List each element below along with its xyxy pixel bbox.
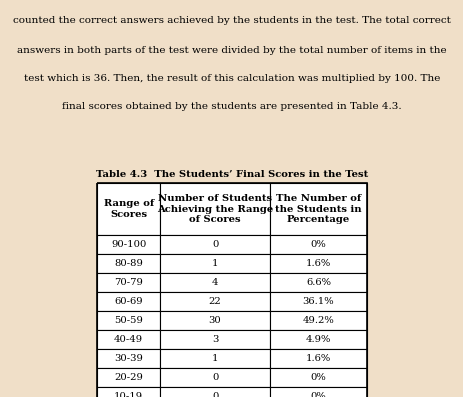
- Bar: [269, 183, 366, 235]
- Text: 0: 0: [212, 240, 218, 249]
- Text: counted the correct answers achieved by the students in the test. The total corr: counted the correct answers achieved by …: [13, 16, 450, 25]
- Text: 1: 1: [212, 354, 218, 363]
- Text: 70-79: 70-79: [114, 278, 143, 287]
- Bar: [97, 311, 160, 330]
- Text: 0%: 0%: [310, 240, 325, 249]
- Text: 3: 3: [212, 335, 218, 344]
- Text: 4.9%: 4.9%: [305, 335, 331, 344]
- Text: 30: 30: [208, 316, 221, 325]
- Text: 30-39: 30-39: [114, 354, 143, 363]
- Bar: [97, 273, 160, 292]
- Bar: [160, 349, 269, 368]
- Text: 36.1%: 36.1%: [302, 297, 333, 306]
- Bar: [160, 311, 269, 330]
- Text: 40-49: 40-49: [114, 335, 143, 344]
- Bar: [269, 235, 366, 254]
- Text: 6.6%: 6.6%: [305, 278, 330, 287]
- Text: 90-100: 90-100: [111, 240, 146, 249]
- Text: 50-59: 50-59: [114, 316, 143, 325]
- Text: 20-29: 20-29: [114, 373, 143, 382]
- Bar: [160, 235, 269, 254]
- Bar: [97, 330, 160, 349]
- Bar: [97, 183, 366, 397]
- Text: answers in both parts of the test were divided by the total number of items in t: answers in both parts of the test were d…: [17, 46, 446, 55]
- Bar: [269, 254, 366, 273]
- Text: 1.6%: 1.6%: [305, 354, 330, 363]
- Bar: [97, 254, 160, 273]
- Text: 22: 22: [208, 297, 221, 306]
- Text: Number of Students
Achieving the Range
of Scores: Number of Students Achieving the Range o…: [156, 194, 273, 224]
- Text: 60-69: 60-69: [114, 297, 143, 306]
- Bar: [160, 330, 269, 349]
- Text: The Number of
the Students in
Percentage: The Number of the Students in Percentage: [275, 194, 361, 224]
- Text: 4: 4: [212, 278, 218, 287]
- Bar: [97, 387, 160, 397]
- Bar: [269, 330, 366, 349]
- Bar: [160, 254, 269, 273]
- Bar: [269, 292, 366, 311]
- Bar: [269, 368, 366, 387]
- Text: 80-89: 80-89: [114, 259, 143, 268]
- Text: Table 4.3  The Students’ Final Scores in the Test: Table 4.3 The Students’ Final Scores in …: [96, 170, 367, 179]
- Bar: [160, 368, 269, 387]
- Text: Range of
Scores: Range of Scores: [103, 199, 154, 219]
- Text: 1: 1: [212, 259, 218, 268]
- Text: 49.2%: 49.2%: [302, 316, 333, 325]
- Text: 0: 0: [212, 392, 218, 397]
- Bar: [269, 387, 366, 397]
- Text: 0%: 0%: [310, 373, 325, 382]
- Text: 1.6%: 1.6%: [305, 259, 330, 268]
- Text: 0: 0: [212, 373, 218, 382]
- Bar: [97, 183, 366, 397]
- Bar: [97, 235, 160, 254]
- Bar: [160, 183, 269, 235]
- Bar: [97, 368, 160, 387]
- Bar: [97, 349, 160, 368]
- Text: 10-19: 10-19: [114, 392, 143, 397]
- Text: 0%: 0%: [310, 392, 325, 397]
- Bar: [269, 311, 366, 330]
- Text: test which is 36. Then, the result of this calculation was multiplied by 100. Th: test which is 36. Then, the result of th…: [24, 74, 439, 83]
- Bar: [269, 349, 366, 368]
- Bar: [97, 292, 160, 311]
- Bar: [160, 387, 269, 397]
- Text: final scores obtained by the students are presented in Table 4.3.: final scores obtained by the students ar…: [62, 102, 401, 111]
- Bar: [97, 183, 160, 235]
- Bar: [160, 292, 269, 311]
- Bar: [160, 273, 269, 292]
- Bar: [269, 273, 366, 292]
